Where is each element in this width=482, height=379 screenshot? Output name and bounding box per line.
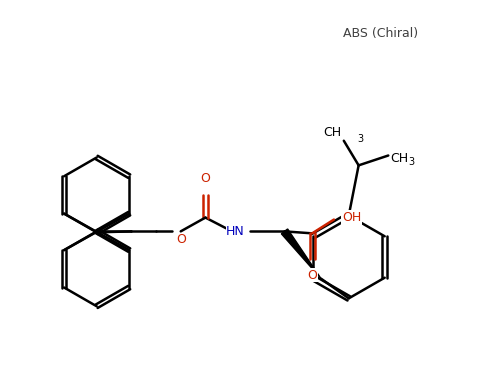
Text: CH: CH	[390, 152, 408, 165]
Text: O: O	[176, 233, 186, 246]
Text: CH: CH	[324, 126, 342, 139]
Text: O: O	[201, 172, 210, 185]
Text: 3: 3	[408, 157, 414, 168]
Polygon shape	[281, 229, 321, 279]
Text: 3: 3	[358, 134, 364, 144]
Text: O: O	[307, 269, 317, 282]
Text: OH: OH	[342, 211, 361, 224]
Text: ABS (Chiral): ABS (Chiral)	[343, 27, 418, 41]
Text: HN: HN	[226, 225, 245, 238]
